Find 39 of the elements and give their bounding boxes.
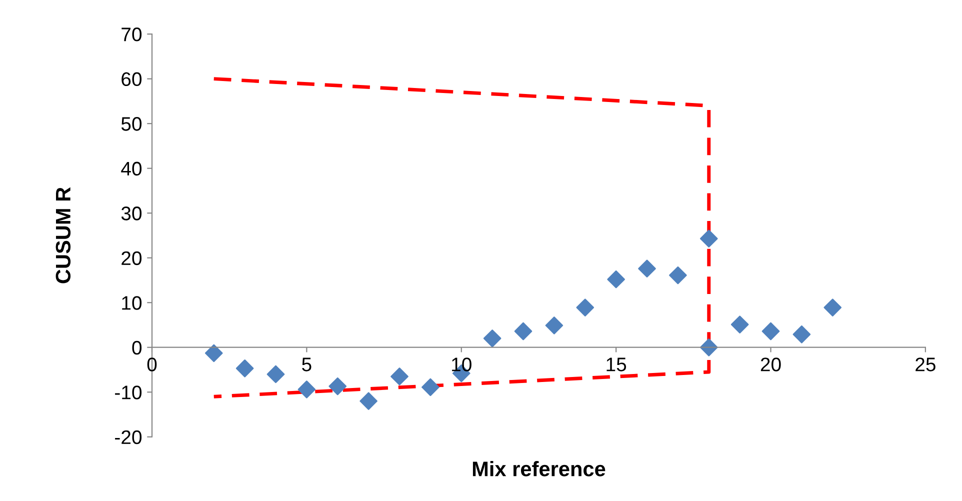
- y-tick-label: 50: [121, 117, 142, 131]
- y-tick-label: 70: [122, 28, 142, 42]
- point: [730, 316, 749, 334]
- point: [824, 298, 842, 316]
- point: [236, 359, 254, 378]
- point: [700, 230, 718, 248]
- x-tick-label: 0: [147, 358, 157, 372]
- x-axis-title: Mix reference: [472, 461, 606, 476]
- point: [638, 260, 656, 278]
- y-tick-label: 60: [122, 72, 142, 86]
- point: [360, 392, 378, 410]
- point: [483, 329, 502, 348]
- y-tick-label: -20: [115, 430, 142, 444]
- point: [792, 325, 811, 344]
- point: [298, 380, 316, 398]
- point: [762, 322, 780, 340]
- point: [328, 377, 347, 396]
- point: [422, 378, 440, 396]
- y-tick-label: -10: [115, 386, 142, 400]
- point: [390, 368, 408, 386]
- y-tick-label: 30: [121, 206, 142, 220]
- point: [204, 344, 223, 362]
- y-tick-label: 20: [122, 251, 142, 266]
- x-tick-label: 25: [916, 358, 936, 372]
- x-tick-label: 10: [452, 358, 472, 372]
- point: [669, 266, 687, 284]
- y-tick-label: 0: [132, 340, 142, 355]
- point: [607, 270, 625, 288]
- point: [514, 322, 532, 340]
- x-tick-label: 15: [606, 358, 626, 372]
- line-series: [212, 77, 711, 398]
- point: [266, 365, 285, 384]
- y-tick-label: 40: [121, 162, 142, 176]
- x-tick-label: 20: [760, 358, 781, 372]
- point: [576, 298, 594, 316]
- y-axis-title: CUSUM R: [56, 187, 71, 284]
- y-tick-label: 10: [122, 296, 142, 310]
- x-tick-label: 5: [302, 358, 312, 372]
- point: [545, 316, 564, 334]
